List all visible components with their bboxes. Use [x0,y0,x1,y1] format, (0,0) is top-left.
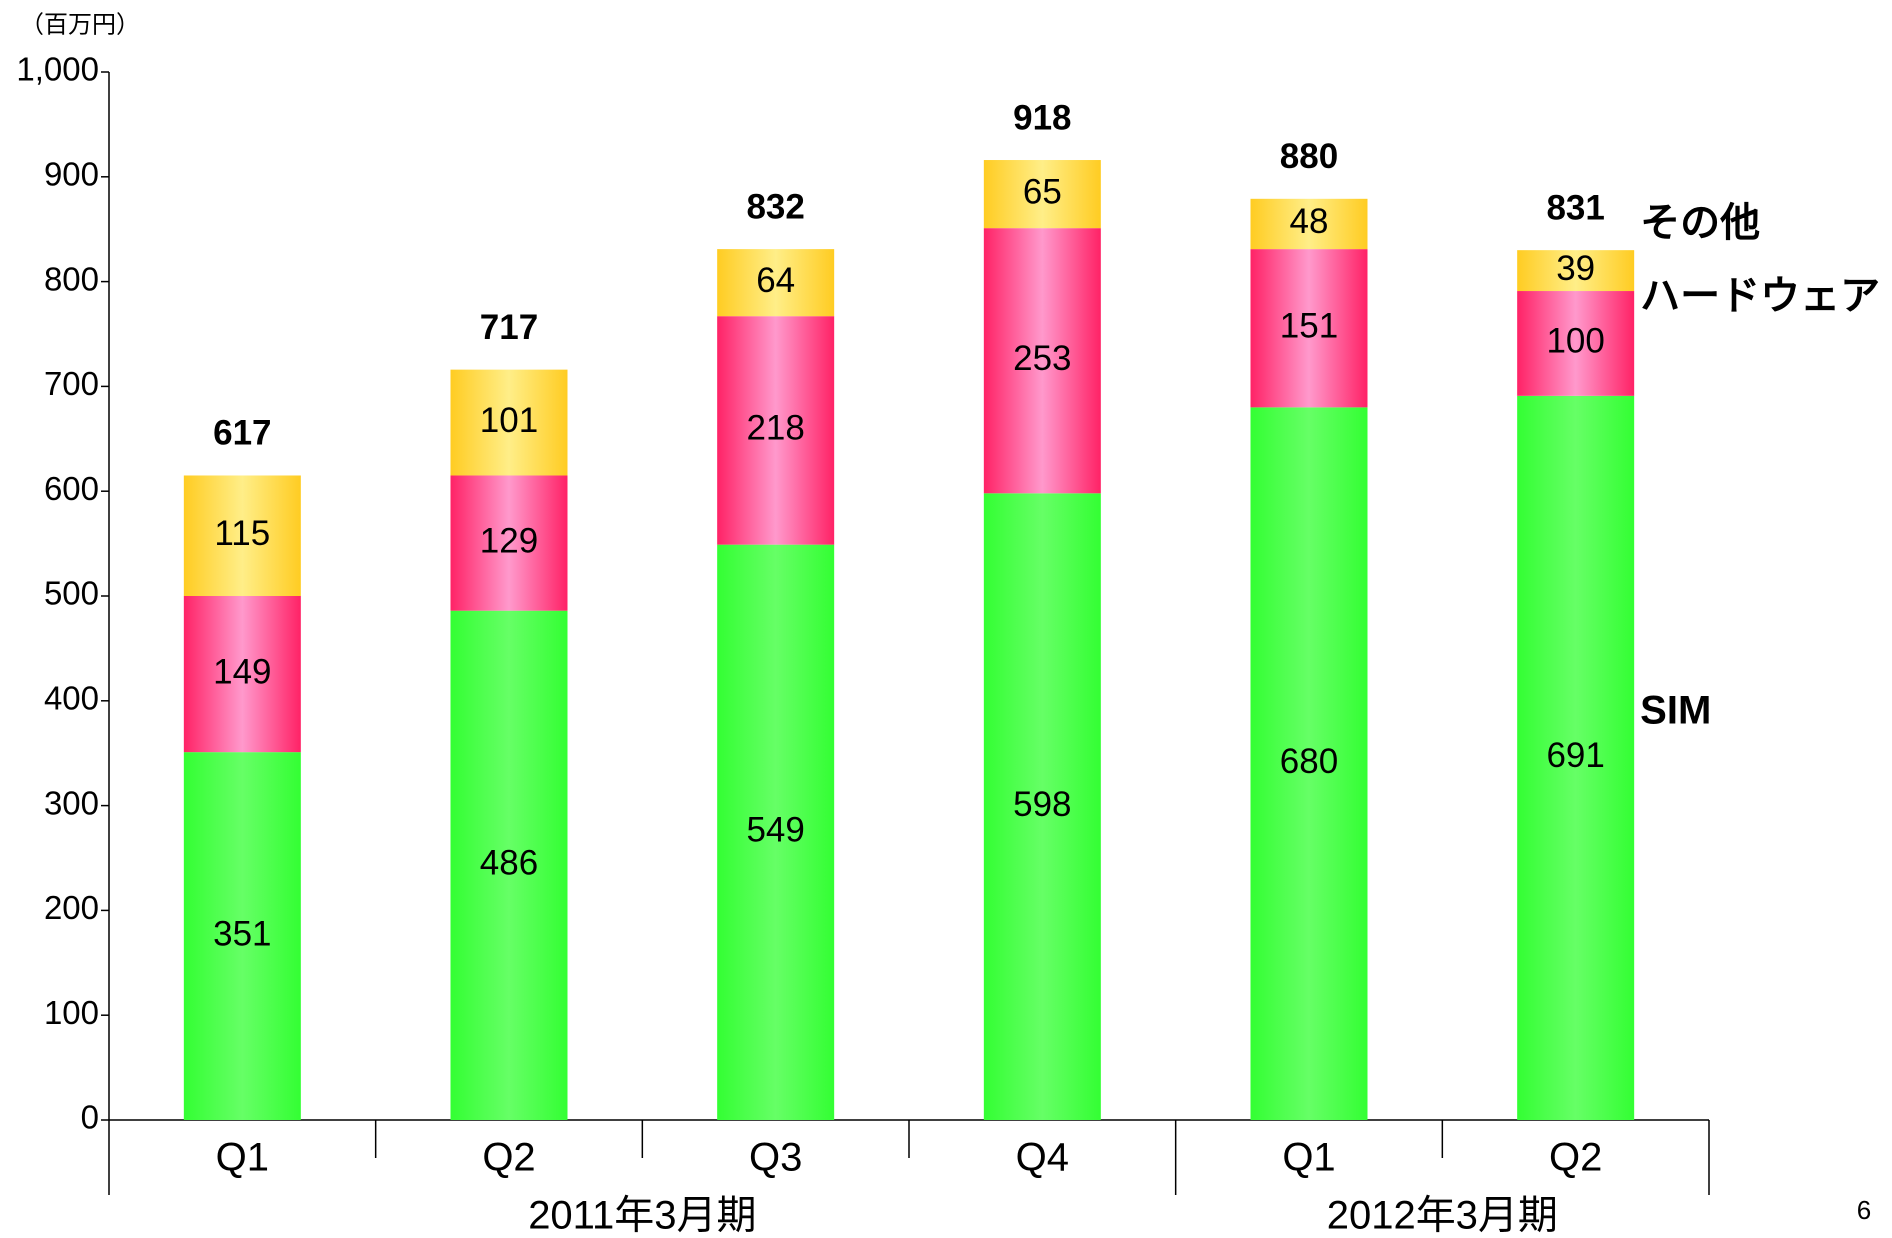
bar-segment [1517,250,1635,292]
bar-segment [983,228,1101,494]
total-label: 832 [746,187,804,226]
x-tick-label: Q4 [1016,1136,1069,1180]
bar-segment [1517,291,1635,396]
legend-label: ハードウェア [1640,274,1880,318]
x-tick-label: Q1 [216,1136,269,1180]
bar-segment [450,610,568,1120]
total-label: 880 [1280,137,1338,176]
bar-segment [983,493,1101,1120]
data-label: 100 [1546,322,1604,361]
data-label: 351 [213,914,271,953]
y-tick-label: 600 [44,470,99,507]
y-tick-label: 300 [44,784,99,821]
data-label: 691 [1546,736,1604,775]
data-label: 598 [1013,785,1071,824]
total-label: 717 [480,308,538,347]
legend-label: SIM [1640,688,1711,732]
y-tick-label: 200 [44,889,99,926]
y-tick-label: 100 [44,994,99,1031]
bar-segment [450,369,568,476]
y-tick-label: 900 [44,156,99,193]
data-label: 39 [1556,249,1595,288]
bar-segment [183,596,301,753]
total-label: 831 [1546,188,1604,227]
group-label: 2012年3月期 [1327,1194,1558,1238]
bar-segment [717,544,835,1120]
y-tick-label: 800 [44,260,99,297]
legend-label: その他 [1640,201,1760,245]
bar-segment [717,316,835,545]
bar-segment [183,752,301,1120]
y-axis-unit: （百万円） [20,11,140,38]
bar-segment [1250,249,1368,408]
x-tick-label: Q1 [1282,1136,1335,1180]
data-label: 549 [746,811,804,850]
data-label: 65 [1023,172,1062,211]
data-label: 253 [1013,339,1071,378]
total-label: 617 [213,414,271,453]
page-number: 6 [1857,1195,1871,1225]
y-tick-label: 500 [44,575,99,612]
y-tick-label: 0 [81,1099,99,1136]
bar-segment [983,160,1101,229]
data-label: 48 [1290,202,1329,241]
y-tick-label: 400 [44,680,99,717]
data-label: 149 [213,652,271,691]
bar-segment [1250,407,1368,1120]
bar-segment [450,475,568,611]
x-tick-label: Q3 [749,1136,802,1180]
bar-segment [183,475,301,596]
data-label: 151 [1280,306,1338,345]
total-label: 918 [1013,98,1071,137]
data-label: 115 [214,514,270,553]
data-label: 129 [480,521,538,560]
x-tick-label: Q2 [1549,1136,1602,1180]
y-tick-label: 1,000 [16,51,99,88]
data-label: 218 [746,409,804,448]
y-tick-label: 700 [44,365,99,402]
data-label: 680 [1280,742,1338,781]
data-label: 486 [480,844,538,883]
bar-segment [1517,395,1635,1120]
x-tick-label: Q2 [482,1136,535,1180]
bar-segment [717,249,835,317]
group-label: 2011年3月期 [528,1194,756,1238]
data-label: 64 [756,261,795,300]
bar-segment [1250,198,1368,250]
data-label: 101 [480,401,538,440]
